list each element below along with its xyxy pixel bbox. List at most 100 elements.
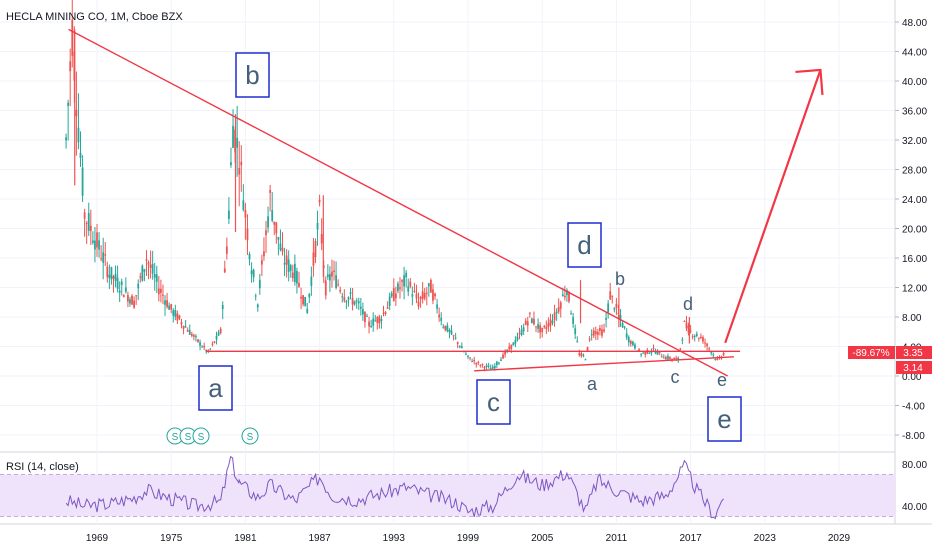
candle-body	[230, 162, 232, 166]
candle-body	[77, 127, 80, 143]
candle-body	[584, 359, 587, 361]
candle-body	[432, 289, 434, 301]
rsi-tick-label: 80.00	[902, 460, 927, 471]
candle-body	[316, 222, 319, 230]
wave-label-box	[707, 396, 742, 442]
rsi-label[interactable]: RSI (14, close)	[6, 461, 79, 473]
candle-body	[69, 61, 72, 72]
candle-body	[516, 336, 519, 341]
candle-body	[271, 210, 274, 221]
candle-body	[331, 271, 333, 277]
time-axis-ticks[interactable]: 1969 1975 1981 1987 1993 1999 2005 2011 2017 2023…	[86, 533, 851, 544]
candle-body	[580, 353, 583, 356]
candle-body	[704, 342, 706, 344]
candle-body	[596, 331, 599, 335]
subwave-label-b: b	[615, 269, 625, 289]
time-tick-label: 1987	[308, 533, 331, 544]
last-price-badge	[896, 346, 932, 359]
candle-body	[714, 359, 717, 361]
candle-body	[139, 276, 142, 278]
candle-body	[67, 102, 70, 106]
candle-body	[240, 161, 243, 166]
candle-body	[71, 19, 74, 56]
candle-body	[353, 301, 356, 305]
candle-body	[351, 297, 354, 305]
time-tick-label: 1969	[86, 533, 109, 544]
price-tick-label: 32.00	[902, 136, 927, 147]
candle-body	[267, 216, 269, 228]
candle-body	[209, 348, 212, 350]
candle-body	[378, 316, 381, 324]
candle-body	[372, 318, 375, 326]
candle-body	[217, 332, 220, 336]
candle-body	[660, 356, 663, 358]
candle-body	[689, 330, 692, 332]
candle-body	[361, 309, 364, 315]
candle-body	[427, 283, 430, 287]
candle-body	[629, 341, 632, 344]
split-marker	[192, 427, 210, 445]
candle-body	[285, 255, 288, 265]
candle-body	[500, 359, 502, 361]
candle-body	[399, 287, 401, 289]
candle-body	[143, 269, 146, 272]
candle-body	[366, 315, 368, 317]
target-arrow-head	[795, 68, 824, 96]
candle-body	[277, 237, 280, 240]
time-tick-label: 2029	[828, 533, 851, 544]
candle-body	[225, 246, 228, 254]
candle-body	[355, 300, 358, 302]
candle-body	[129, 299, 131, 304]
candle-body	[444, 325, 447, 330]
candle-body	[479, 365, 482, 367]
wave-label-box	[235, 52, 270, 98]
candle-body	[605, 318, 607, 320]
candle-body	[213, 341, 216, 343]
time-tick-label: 1993	[383, 533, 406, 544]
candle-body	[137, 283, 140, 289]
candle-body	[242, 200, 245, 210]
candle-body	[308, 294, 311, 298]
candle-body	[306, 308, 309, 313]
drawing-overlays[interactable]: b a d c e b d a c e	[68, 28, 824, 442]
candle-body	[329, 274, 331, 281]
candle-body	[512, 342, 515, 346]
candle-body	[153, 274, 156, 278]
candle-body	[697, 337, 700, 339]
price-axis-ticks[interactable]: 48.00 44.00 40.00 36.00 32.00 28.00 24.00 20.00…	[895, 18, 927, 442]
target-arrow-shaft	[724, 69, 822, 344]
rsi-band	[0, 474, 895, 517]
candle-body	[289, 265, 292, 271]
candle-body	[219, 328, 222, 333]
wave-label-e: e	[717, 404, 731, 434]
candle-body	[658, 351, 661, 353]
candle-body	[623, 326, 626, 328]
candle-body	[687, 325, 690, 334]
wave-label-a: a	[208, 373, 223, 403]
candle-body	[390, 293, 393, 297]
candle-body	[642, 352, 645, 354]
candle-body	[364, 311, 366, 323]
rsi-indicator[interactable]	[65, 455, 724, 520]
candle-body	[493, 365, 496, 369]
candle-body	[578, 353, 581, 356]
price-pane[interactable]	[0, 0, 895, 452]
candle-body	[415, 293, 418, 299]
candle-body	[570, 313, 572, 315]
symbol-title[interactable]: HECLA MINING CO, 1M, Cboe BZX	[6, 11, 183, 23]
candle-body	[236, 137, 239, 148]
candle-body	[644, 351, 647, 355]
candles[interactable]	[65, 0, 725, 372]
candle-body	[252, 269, 255, 278]
candle-body	[166, 300, 168, 307]
candle-body	[333, 270, 335, 273]
price-tick-label: 40.00	[902, 77, 927, 88]
price-tick-label: 48.00	[902, 18, 927, 29]
candle-body	[485, 365, 488, 367]
candle-body	[341, 296, 344, 298]
candle-body	[603, 329, 605, 332]
candle-body	[446, 325, 449, 332]
